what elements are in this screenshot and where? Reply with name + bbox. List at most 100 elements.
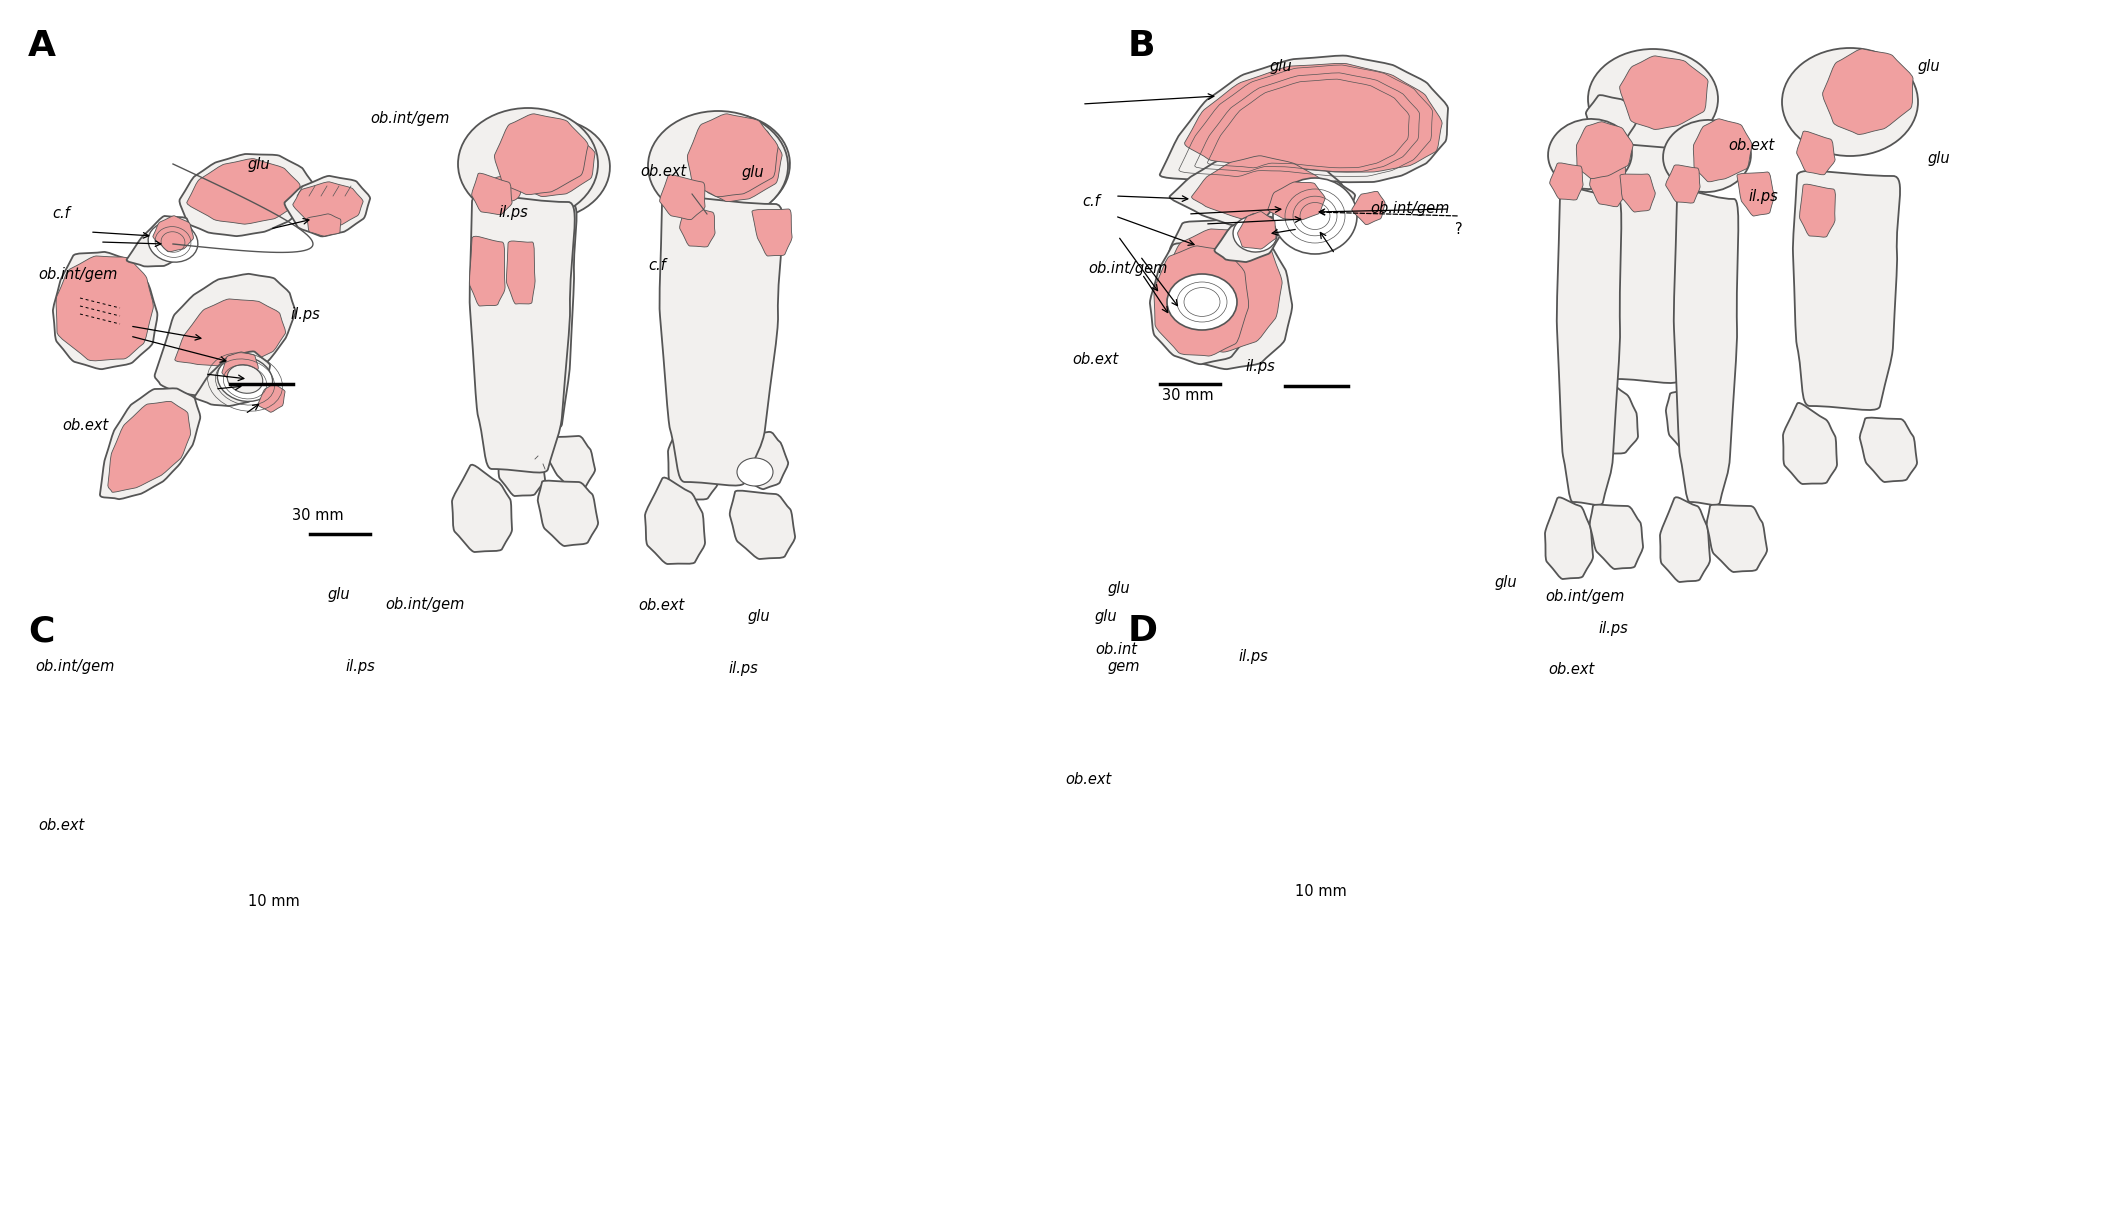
Ellipse shape — [217, 357, 273, 402]
Text: glu: glu — [749, 608, 770, 624]
PathPatch shape — [538, 481, 597, 546]
PathPatch shape — [196, 351, 269, 405]
PathPatch shape — [1737, 172, 1775, 216]
PathPatch shape — [511, 129, 595, 197]
PathPatch shape — [292, 182, 364, 226]
PathPatch shape — [471, 174, 511, 215]
PathPatch shape — [126, 216, 193, 266]
PathPatch shape — [1859, 418, 1918, 482]
PathPatch shape — [1184, 63, 1443, 172]
PathPatch shape — [1258, 181, 1354, 236]
PathPatch shape — [156, 274, 294, 396]
PathPatch shape — [1161, 56, 1449, 182]
Text: il.ps: il.ps — [1245, 358, 1274, 374]
Text: c.f: c.f — [648, 259, 667, 273]
Text: ob.ext: ob.ext — [639, 165, 686, 180]
PathPatch shape — [1666, 388, 1720, 452]
Text: il.ps: il.ps — [498, 204, 528, 220]
PathPatch shape — [1794, 171, 1901, 410]
Text: ob.int/gem: ob.int/gem — [36, 658, 114, 674]
Text: A: A — [27, 29, 57, 63]
PathPatch shape — [507, 242, 534, 304]
PathPatch shape — [494, 114, 589, 194]
Text: glu: glu — [1918, 58, 1941, 74]
Text: ob.int/gem: ob.int/gem — [1087, 261, 1167, 277]
Text: ob.ext: ob.ext — [1729, 138, 1775, 153]
Ellipse shape — [458, 108, 597, 220]
PathPatch shape — [702, 121, 782, 202]
Text: 10 mm: 10 mm — [1295, 885, 1346, 900]
PathPatch shape — [1268, 182, 1325, 220]
PathPatch shape — [545, 436, 595, 489]
PathPatch shape — [677, 204, 763, 422]
Ellipse shape — [1663, 120, 1752, 192]
PathPatch shape — [469, 195, 574, 472]
PathPatch shape — [688, 114, 778, 197]
PathPatch shape — [1216, 214, 1281, 262]
Ellipse shape — [1588, 49, 1718, 149]
PathPatch shape — [679, 205, 715, 246]
PathPatch shape — [179, 154, 313, 236]
PathPatch shape — [452, 465, 511, 552]
Ellipse shape — [1167, 274, 1237, 330]
PathPatch shape — [1150, 242, 1253, 364]
PathPatch shape — [57, 256, 154, 361]
PathPatch shape — [1155, 246, 1249, 356]
Ellipse shape — [736, 458, 774, 486]
Text: il.ps: il.ps — [290, 306, 320, 322]
PathPatch shape — [1239, 211, 1277, 249]
Text: ob.ext: ob.ext — [1073, 352, 1119, 367]
PathPatch shape — [175, 299, 286, 367]
PathPatch shape — [1167, 229, 1283, 352]
PathPatch shape — [259, 384, 286, 413]
PathPatch shape — [1596, 143, 1706, 382]
PathPatch shape — [1192, 155, 1331, 225]
PathPatch shape — [507, 199, 576, 429]
PathPatch shape — [1674, 191, 1739, 505]
Text: 10 mm: 10 mm — [248, 895, 301, 909]
PathPatch shape — [1796, 131, 1836, 175]
Text: 30 mm: 30 mm — [1163, 388, 1213, 403]
Text: ob.ext: ob.ext — [637, 599, 683, 613]
Text: glu: glu — [328, 586, 351, 601]
Text: il.ps: il.ps — [1598, 622, 1628, 636]
PathPatch shape — [1619, 56, 1708, 130]
Text: il.ps: il.ps — [728, 662, 757, 676]
PathPatch shape — [1352, 192, 1386, 225]
Text: ob.int/gem: ob.int/gem — [1369, 202, 1449, 216]
Text: glu: glu — [1928, 152, 1952, 166]
Ellipse shape — [147, 222, 198, 262]
Text: ob.int/gem: ob.int/gem — [38, 267, 118, 282]
PathPatch shape — [1586, 95, 1636, 144]
PathPatch shape — [1584, 375, 1638, 454]
PathPatch shape — [1659, 498, 1710, 582]
Text: ob.ext: ob.ext — [1548, 662, 1594, 676]
Text: gem: gem — [1108, 658, 1140, 674]
PathPatch shape — [1161, 220, 1291, 369]
PathPatch shape — [1783, 403, 1838, 484]
Text: ob.ext: ob.ext — [1064, 772, 1110, 787]
PathPatch shape — [53, 253, 158, 369]
PathPatch shape — [1550, 163, 1584, 200]
Text: c.f: c.f — [53, 206, 69, 221]
PathPatch shape — [669, 418, 717, 500]
Text: il.ps: il.ps — [345, 658, 374, 674]
PathPatch shape — [1590, 505, 1642, 569]
PathPatch shape — [154, 216, 193, 251]
Ellipse shape — [486, 119, 610, 219]
PathPatch shape — [1590, 154, 1626, 206]
Ellipse shape — [1232, 216, 1277, 253]
PathPatch shape — [1800, 185, 1836, 237]
Text: glu: glu — [1096, 608, 1117, 624]
PathPatch shape — [223, 352, 259, 385]
PathPatch shape — [107, 402, 191, 492]
Text: ?: ? — [1455, 221, 1462, 237]
Text: ob.int/gem: ob.int/gem — [1546, 589, 1624, 603]
Text: B: B — [1127, 29, 1155, 63]
Ellipse shape — [648, 110, 789, 221]
PathPatch shape — [1577, 121, 1634, 178]
Ellipse shape — [660, 114, 791, 219]
Text: C: C — [27, 614, 55, 648]
Text: il.ps: il.ps — [1748, 188, 1777, 204]
Ellipse shape — [1272, 178, 1356, 254]
